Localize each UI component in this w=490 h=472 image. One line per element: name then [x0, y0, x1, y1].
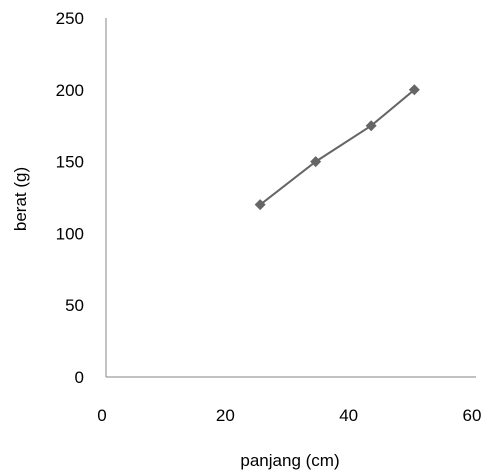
- x-tick-label: 20: [216, 406, 235, 425]
- x-axis-tick-labels: 0 20 40 60: [97, 406, 481, 425]
- series-layer: [254, 84, 420, 211]
- data-point-marker: [310, 156, 322, 168]
- x-tick-label: 0: [97, 406, 106, 425]
- y-axis-title: berat (g): [11, 167, 30, 231]
- series-line: [259, 89, 415, 206]
- y-tick-label: 200: [56, 81, 84, 100]
- y-tick-label: 50: [65, 296, 84, 315]
- data-point-marker: [365, 120, 377, 132]
- x-axis-title: panjang (cm): [240, 451, 339, 470]
- data-point-marker: [408, 84, 420, 96]
- x-tick-label: 60: [463, 406, 482, 425]
- data-point-marker: [254, 199, 266, 211]
- x-tick-label: 40: [339, 406, 358, 425]
- y-axis-tick-labels: 0 50 100 150 200 250: [56, 9, 84, 387]
- y-tick-label: 0: [75, 368, 84, 387]
- y-tick-label: 150: [56, 153, 84, 172]
- y-tick-label: 250: [56, 9, 84, 28]
- y-tick-label: 100: [56, 224, 84, 243]
